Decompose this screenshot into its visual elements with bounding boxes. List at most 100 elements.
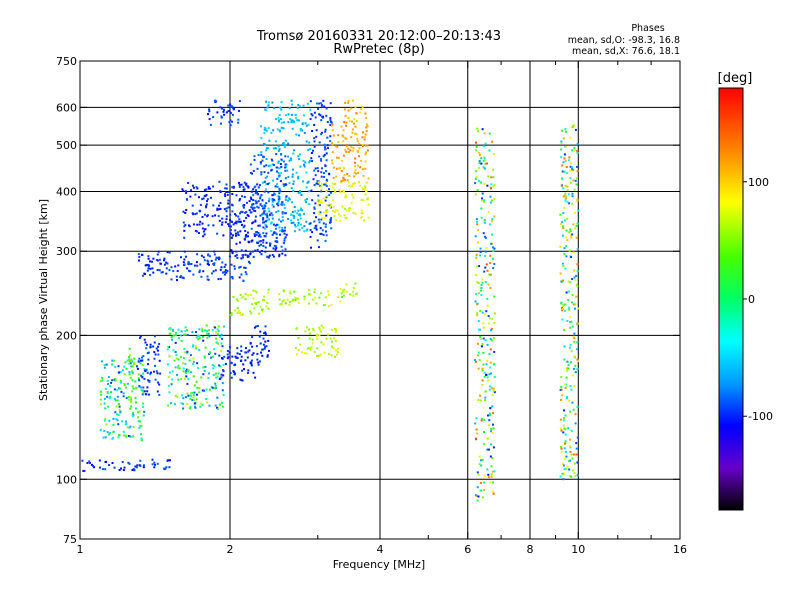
data-point bbox=[249, 163, 252, 166]
data-point bbox=[219, 202, 222, 204]
data-point bbox=[180, 330, 183, 333]
data-point bbox=[358, 142, 361, 145]
data-point bbox=[142, 372, 145, 375]
data-point bbox=[116, 413, 119, 416]
data-point bbox=[238, 310, 241, 313]
data-point bbox=[270, 169, 273, 172]
data-point bbox=[251, 208, 254, 211]
data-point bbox=[575, 236, 578, 239]
data-point bbox=[346, 179, 349, 182]
data-point bbox=[567, 427, 570, 430]
data-point bbox=[170, 278, 173, 281]
data-point bbox=[357, 172, 359, 174]
data-point bbox=[110, 381, 113, 384]
data-point bbox=[264, 331, 267, 334]
data-point bbox=[574, 279, 577, 282]
data-point bbox=[573, 472, 576, 475]
data-point bbox=[365, 117, 368, 119]
data-point bbox=[250, 364, 253, 367]
data-point bbox=[140, 359, 142, 362]
data-point bbox=[365, 181, 368, 184]
data-point bbox=[177, 337, 180, 339]
data-point bbox=[198, 328, 201, 331]
data-point bbox=[240, 249, 243, 252]
data-point bbox=[137, 420, 140, 423]
data-point bbox=[305, 326, 308, 329]
data-point bbox=[244, 351, 247, 354]
data-point bbox=[560, 376, 563, 378]
data-point bbox=[198, 386, 201, 389]
data-point bbox=[332, 134, 335, 137]
data-point bbox=[206, 332, 209, 335]
data-point bbox=[311, 338, 314, 341]
data-point bbox=[192, 394, 195, 397]
data-point bbox=[252, 352, 255, 355]
data-point bbox=[490, 387, 493, 390]
data-point bbox=[314, 116, 317, 119]
data-point bbox=[173, 403, 176, 406]
data-point bbox=[164, 467, 167, 470]
data-point bbox=[153, 370, 155, 373]
data-point bbox=[475, 417, 478, 420]
data-point bbox=[277, 161, 280, 164]
data-point bbox=[475, 280, 478, 283]
data-point bbox=[206, 259, 209, 262]
data-point bbox=[482, 166, 485, 169]
data-point bbox=[245, 211, 248, 213]
data-point bbox=[103, 397, 106, 400]
data-point bbox=[487, 211, 490, 214]
data-point bbox=[486, 304, 489, 307]
data-point bbox=[230, 249, 233, 252]
data-point bbox=[108, 433, 111, 436]
data-point bbox=[219, 377, 222, 380]
data-point bbox=[342, 189, 345, 192]
data-point bbox=[180, 378, 183, 381]
data-point bbox=[562, 212, 565, 214]
data-point bbox=[210, 356, 212, 359]
data-point bbox=[177, 328, 180, 331]
data-point bbox=[347, 102, 350, 104]
data-point bbox=[141, 359, 144, 362]
data-point bbox=[263, 132, 266, 135]
data-point bbox=[489, 262, 492, 264]
data-point bbox=[301, 129, 304, 132]
data-point bbox=[278, 148, 281, 151]
data-point bbox=[569, 438, 572, 441]
data-point bbox=[566, 360, 569, 363]
data-point bbox=[569, 384, 572, 387]
data-point bbox=[130, 405, 133, 408]
data-point bbox=[148, 393, 150, 396]
data-point bbox=[350, 107, 353, 110]
data-point bbox=[273, 231, 276, 234]
data-point bbox=[489, 287, 492, 289]
data-point bbox=[239, 241, 241, 244]
data-point bbox=[206, 336, 209, 339]
data-point bbox=[154, 463, 156, 466]
data-point bbox=[563, 457, 566, 460]
data-point bbox=[576, 248, 579, 251]
data-point bbox=[303, 295, 306, 298]
data-point bbox=[235, 356, 238, 359]
data-point bbox=[267, 256, 270, 259]
data-point bbox=[188, 407, 191, 410]
data-point bbox=[217, 333, 219, 336]
data-point bbox=[133, 363, 136, 366]
data-point bbox=[254, 199, 257, 202]
data-point bbox=[186, 392, 189, 395]
data-point bbox=[334, 210, 336, 213]
data-point bbox=[225, 271, 228, 274]
data-point bbox=[143, 410, 146, 413]
data-point bbox=[144, 393, 147, 396]
data-point bbox=[182, 261, 185, 264]
data-point bbox=[489, 337, 492, 340]
data-point bbox=[227, 199, 230, 202]
data-point bbox=[280, 153, 283, 155]
data-point bbox=[202, 230, 205, 233]
data-point bbox=[303, 212, 305, 215]
data-point bbox=[277, 175, 280, 178]
data-point bbox=[329, 119, 332, 122]
data-point bbox=[193, 398, 196, 401]
data-point bbox=[335, 145, 337, 148]
data-point bbox=[490, 183, 493, 186]
data-point bbox=[259, 360, 261, 363]
